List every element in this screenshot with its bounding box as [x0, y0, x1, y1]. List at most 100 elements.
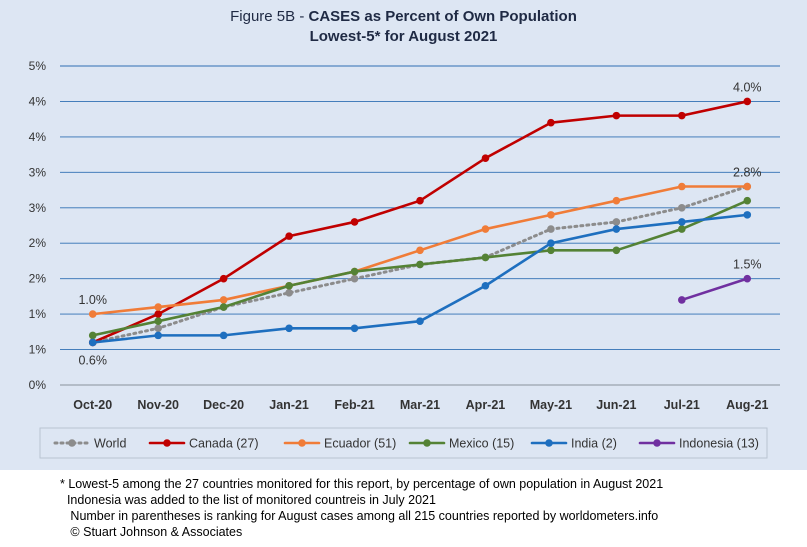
data-point [547, 118, 555, 127]
data-label: 2.8% [733, 166, 762, 180]
data-point [612, 246, 621, 255]
data-point [481, 281, 490, 290]
data-point [154, 317, 162, 326]
legend-label: Ecuador (51) [324, 437, 396, 451]
x-tick-label: Aug-21 [726, 398, 768, 412]
legend-swatch-marker [545, 439, 553, 447]
footnote-line: Indonesia was added to the list of monit… [60, 493, 436, 507]
legend-swatch-marker [68, 439, 76, 447]
x-tick-label: Mar-21 [400, 398, 440, 412]
data-point [350, 274, 359, 283]
data-point [350, 218, 359, 226]
data-point [678, 296, 686, 304]
legend-swatch-marker [298, 439, 306, 447]
data-point [547, 225, 555, 233]
data-point [88, 331, 97, 340]
data-point [612, 218, 621, 226]
data-point [154, 324, 162, 333]
legend-swatch-marker [423, 439, 431, 447]
data-point [678, 182, 686, 191]
footnotes: * Lowest-5 among the 27 countries monito… [60, 476, 663, 540]
legend-label: Canada (27) [189, 437, 259, 451]
y-tick-label: 2% [29, 272, 47, 286]
title-main: CASES as Percent of Own Population [308, 8, 577, 25]
y-tick-label: 0% [29, 378, 47, 392]
data-point [743, 274, 752, 283]
legend-label: Indonesia (13) [679, 437, 759, 451]
chart-frame: Figure 5B - CASES as Percent of Own Popu… [0, 0, 807, 470]
y-tick-label: 1% [29, 343, 47, 357]
x-tick-label: Dec-20 [203, 398, 244, 412]
title-prefix: Figure 5B - [230, 8, 309, 25]
data-label: 4.0% [733, 80, 762, 94]
data-point [416, 260, 424, 269]
data-point [743, 196, 752, 205]
data-point [416, 196, 424, 205]
data-label: 1.0% [78, 293, 107, 307]
data-point [416, 317, 424, 326]
data-point [350, 267, 359, 276]
y-tick-label: 3% [29, 201, 47, 215]
data-point [678, 203, 686, 212]
data-label: 0.6% [78, 353, 107, 367]
data-point [285, 281, 293, 290]
legend-label: Mexico (15) [449, 437, 514, 451]
data-point [285, 232, 293, 240]
x-tick-label: Feb-21 [334, 398, 374, 412]
data-label: 1.5% [733, 258, 762, 272]
series-line [680, 277, 749, 302]
data-point [743, 182, 752, 191]
legend: World Canada (27) Ecuador (51) Mexico (15) I… [39, 427, 768, 459]
chart-title: Figure 5B - CASES as Percent of Own Popu… [0, 8, 807, 25]
data-point [612, 196, 621, 205]
data-point [678, 111, 686, 120]
data-point [416, 246, 424, 255]
data-point [219, 274, 228, 283]
footnote-line: © Stuart Johnson & Associates [60, 525, 243, 539]
chart-subtitle: Lowest-5* for August 2021 [309, 28, 498, 45]
data-point [678, 225, 686, 233]
data-point [219, 303, 228, 311]
data-point [481, 225, 490, 233]
x-tick-label: Apr-21 [466, 398, 506, 412]
data-point [88, 338, 97, 347]
data-point [612, 225, 621, 233]
series-line [91, 100, 749, 344]
footnote-line: * Lowest-5 among the 27 countries monito… [60, 477, 664, 491]
data-point [743, 97, 752, 106]
x-tick-label: Jan-21 [269, 398, 309, 412]
x-tick-label: Jul-21 [664, 398, 700, 412]
y-tick-label: 3% [29, 165, 47, 179]
x-tick-label: Nov-20 [137, 398, 179, 412]
data-point [154, 303, 162, 311]
data-point [285, 289, 293, 297]
data-point [88, 310, 97, 318]
data-point [678, 218, 686, 226]
y-tick-label: 2% [29, 236, 47, 250]
data-point [547, 211, 555, 219]
x-tick-label: Jun-21 [596, 398, 636, 412]
data-point [154, 310, 162, 318]
x-tick-label: Oct-20 [73, 398, 112, 412]
legend-label: India (2) [571, 437, 617, 451]
legend-swatch-marker [163, 439, 171, 447]
x-tick-label: May-21 [530, 398, 572, 412]
line-chart: 0% 1% 1% 2% 2% 3% 3% 4% 4% 5% Oct-20 Nov-20 Dec-20 Ja… [29, 59, 780, 459]
data-point [350, 324, 359, 333]
data-point [481, 253, 490, 262]
data-point [612, 111, 621, 120]
y-tick-label: 5% [29, 59, 47, 73]
data-point [547, 239, 555, 248]
y-tick-label: 4% [29, 94, 47, 108]
data-point [219, 331, 228, 340]
data-point [219, 296, 228, 304]
data-point [285, 324, 293, 333]
y-tick-label: 1% [29, 307, 47, 321]
data-point [154, 331, 162, 340]
legend-label: World [94, 437, 126, 451]
legend-swatch-marker [653, 439, 661, 447]
data-point [743, 211, 752, 219]
footnote-line: Number in parentheses is ranking for Aug… [60, 509, 659, 523]
y-tick-label: 4% [29, 130, 47, 144]
data-point [547, 246, 555, 255]
